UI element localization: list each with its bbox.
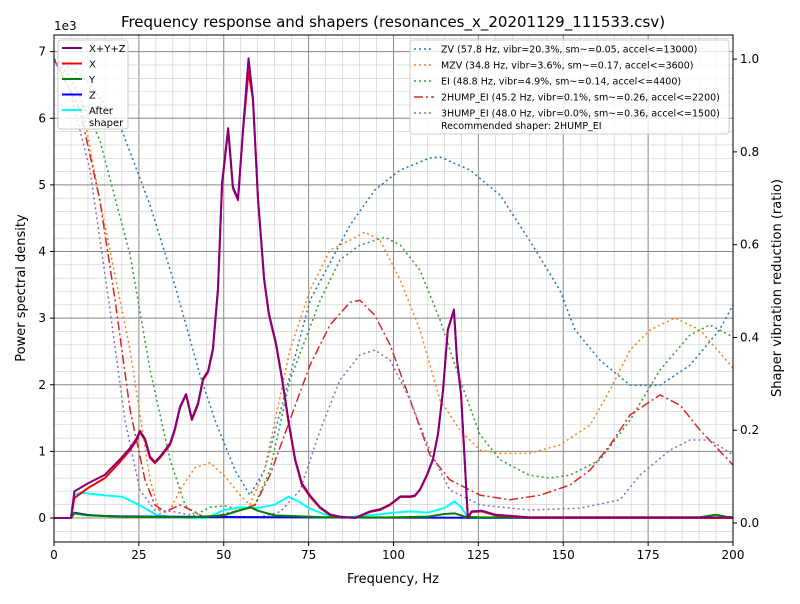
x-tick-label: 200 (722, 548, 745, 562)
legend-label: ZV (57.8 Hz, vibr=20.3%, sm~=0.05, accel… (441, 45, 697, 56)
psd-line-x-y-z (54, 57, 733, 520)
x-tick-label: 50 (216, 548, 231, 562)
legend-label: X (89, 60, 96, 71)
x-tick-label: 125 (467, 548, 490, 562)
y-right-tick-label: 0.6 (740, 238, 759, 252)
recommended-shaper-note: Recommended shaper: 2HUMP_EI (441, 121, 602, 132)
y-tick-label: 6 (38, 111, 46, 125)
x-tick-label: 75 (301, 548, 316, 562)
x-tick-label: 150 (552, 548, 575, 562)
y-axis-label: Power spectral density (14, 214, 29, 362)
legend-label: MZV (34.8 Hz, vibr=3.6%, sm~=0.17, accel… (441, 61, 693, 72)
legend-shapers: ZV (57.8 Hz, vibr=20.3%, sm~=0.05, accel… (409, 39, 730, 135)
y-right-tick-label: 0.8 (740, 145, 759, 159)
legend-label: EI (48.8 Hz, vibr=4.9%, sm~=0.14, accel<… (441, 77, 681, 88)
x-tick-label: 25 (131, 548, 146, 562)
y-right-tick-label: 0.0 (740, 516, 759, 530)
y-tick-label: 3 (38, 311, 46, 325)
y-axis-right-label: Shaper vibration reduction (ratio) (770, 179, 785, 397)
legend-label: After (89, 106, 114, 117)
legend-label: 3HUMP_EI (48.0 Hz, vibr=0.0%, sm~=0.36, … (441, 109, 720, 120)
legend-label: X+Y+Z (89, 44, 126, 55)
x-tick-label: 100 (382, 548, 405, 562)
y-offset-text: 1e3 (54, 19, 77, 33)
grid (53, 35, 734, 542)
y-right-tick-label: 1.0 (740, 52, 759, 66)
x-tick-label: 175 (637, 548, 660, 562)
shaper-line-zv (53, 58, 734, 497)
shaper-line-3hump_ei (53, 58, 734, 518)
y-right-tick-label: 0.2 (740, 423, 759, 437)
legend-box (409, 39, 730, 135)
y-tick-label: 7 (38, 45, 46, 59)
y-tick-label: 0 (38, 511, 46, 525)
x-axis-label: Frequency, Hz (347, 572, 439, 587)
legend-label: shaper (89, 118, 124, 129)
y-tick-label: 1 (38, 444, 46, 458)
y-tick-label: 4 (38, 245, 46, 259)
shaper-line-2hump_ei (53, 58, 734, 519)
y-right-tick-label: 0.4 (740, 330, 759, 344)
psd-line-after-shaper (54, 491, 733, 520)
y-tick-label: 2 (38, 378, 46, 392)
legend-label: Z (89, 91, 96, 102)
ticks: 0 25 50 75 100 125 150 175 200 0 1 2 3 4 5 6 7 0.0 0.2 0.4 0… (38, 45, 759, 562)
x-tick-label: 0 (50, 548, 58, 562)
legend-box (57, 39, 129, 130)
shaper-line-mzv (53, 58, 734, 515)
y-tick-label: 5 (38, 178, 46, 192)
shaper-line-ei (53, 58, 734, 517)
chart-title: Frequency response and shapers (resonanc… (121, 13, 665, 32)
legend-label: 2HUMP_EI (45.2 Hz, vibr=0.1%, sm~=0.26, … (441, 93, 720, 104)
legend-label: Y (88, 75, 96, 86)
series-lines (53, 57, 734, 520)
